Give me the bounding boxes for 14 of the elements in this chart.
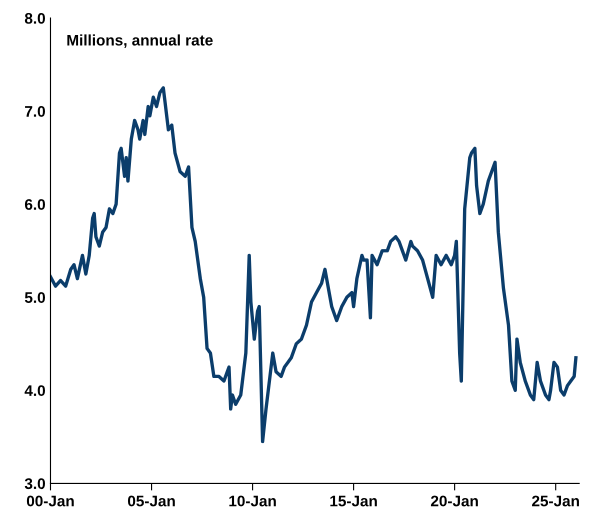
y-tick-label: 8.0 — [24, 12, 46, 24]
x-tick-label: 15-Jan — [330, 496, 377, 506]
x-tick-label: 20-Jan — [430, 496, 478, 506]
x-tick-label: 00-Jan — [26, 496, 74, 506]
y-tick-label: 3.0 — [24, 478, 46, 490]
text: Millions, annual rate — [67, 34, 213, 48]
y-tick-label: 7.0 — [25, 106, 46, 117]
line-series — [50, 86, 578, 444]
x-tick-label: 10-Jan — [229, 496, 276, 506]
y-tick-label: 5.0 — [24, 292, 46, 303]
x-tick-label: 25-Jan — [532, 496, 579, 506]
y-tick-label: 6.0 — [24, 199, 46, 210]
x-tick-label: 05-Jan — [128, 496, 175, 506]
y-tick-label: 4.0 — [24, 385, 46, 396]
